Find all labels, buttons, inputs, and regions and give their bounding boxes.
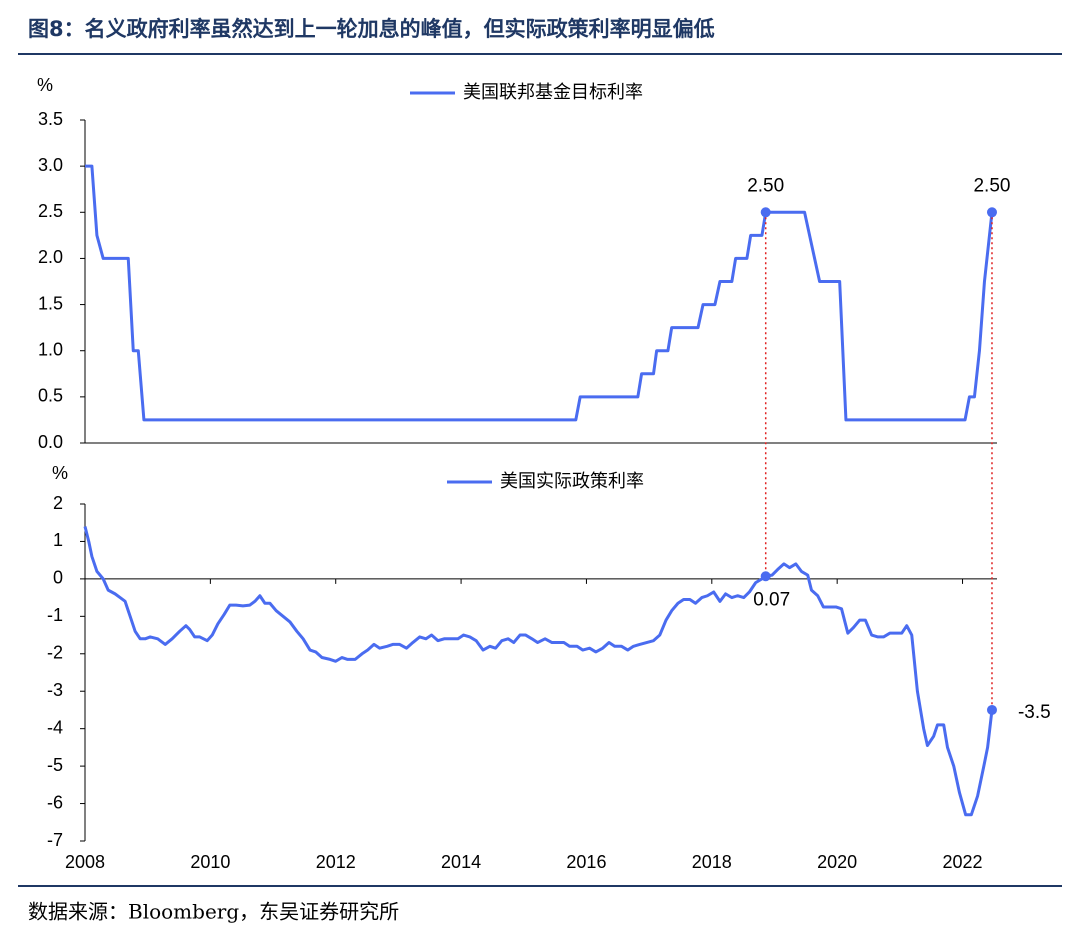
x-tick-label: 2014 [441, 852, 481, 872]
y-tick-label: 1.5 [38, 293, 63, 313]
y-tick-label: 1 [53, 530, 63, 550]
series-line [85, 164, 994, 422]
y-tick-label: 2 [53, 493, 63, 513]
y-tick-label: -4 [47, 717, 63, 737]
x-tick-label: 2018 [692, 852, 732, 872]
source-note: 数据来源：Bloomberg，东吴证券研究所 [28, 900, 399, 924]
legend-label: 美国联邦基金目标利率 [463, 82, 643, 102]
y-tick-label: 3.0 [38, 155, 63, 175]
figure-title: 图8：名义政府利率虽然达到上一轮加息的峰值，但实际政策利率明显偏低 [28, 17, 715, 41]
annotation-marker [986, 704, 997, 715]
x-tick-label: 2010 [190, 852, 230, 872]
y-tick-label: -2 [47, 643, 63, 663]
x-tick-label: 2008 [65, 852, 105, 872]
y-tick-label: -1 [47, 605, 63, 625]
y-tick-label: -3 [47, 680, 63, 700]
annotation-label: 2.50 [747, 175, 784, 196]
y-tick-label: -5 [47, 755, 63, 775]
y-tick-label: -6 [47, 792, 63, 812]
y-unit: % [52, 463, 68, 483]
y-unit: % [37, 75, 53, 95]
y-tick-label: 0 [53, 568, 63, 588]
y-tick-label: -7 [47, 830, 63, 850]
y-tick-label: 2.5 [38, 201, 63, 221]
y-tick-label: 0.5 [38, 386, 63, 406]
y-tick-label: 3.5 [38, 109, 63, 129]
annotation-label: -3.5 [1018, 702, 1051, 723]
annotation-marker [986, 207, 997, 218]
x-tick-label: 2022 [943, 852, 983, 872]
annotation-marker [760, 571, 771, 582]
x-tick-label: 2012 [316, 852, 356, 872]
annotation-label: 2.50 [973, 175, 1010, 196]
y-tick-label: 0.0 [38, 432, 63, 452]
y-tick-label: 1.0 [38, 339, 63, 359]
annotation-marker [760, 207, 771, 218]
x-tick-label: 2020 [817, 852, 857, 872]
annotation-label: 0.07 [753, 589, 790, 610]
series-line [83, 526, 994, 817]
legend-label: 美国实际政策利率 [500, 471, 644, 491]
y-tick-label: 2.0 [38, 247, 63, 267]
x-tick-label: 2016 [566, 852, 606, 872]
